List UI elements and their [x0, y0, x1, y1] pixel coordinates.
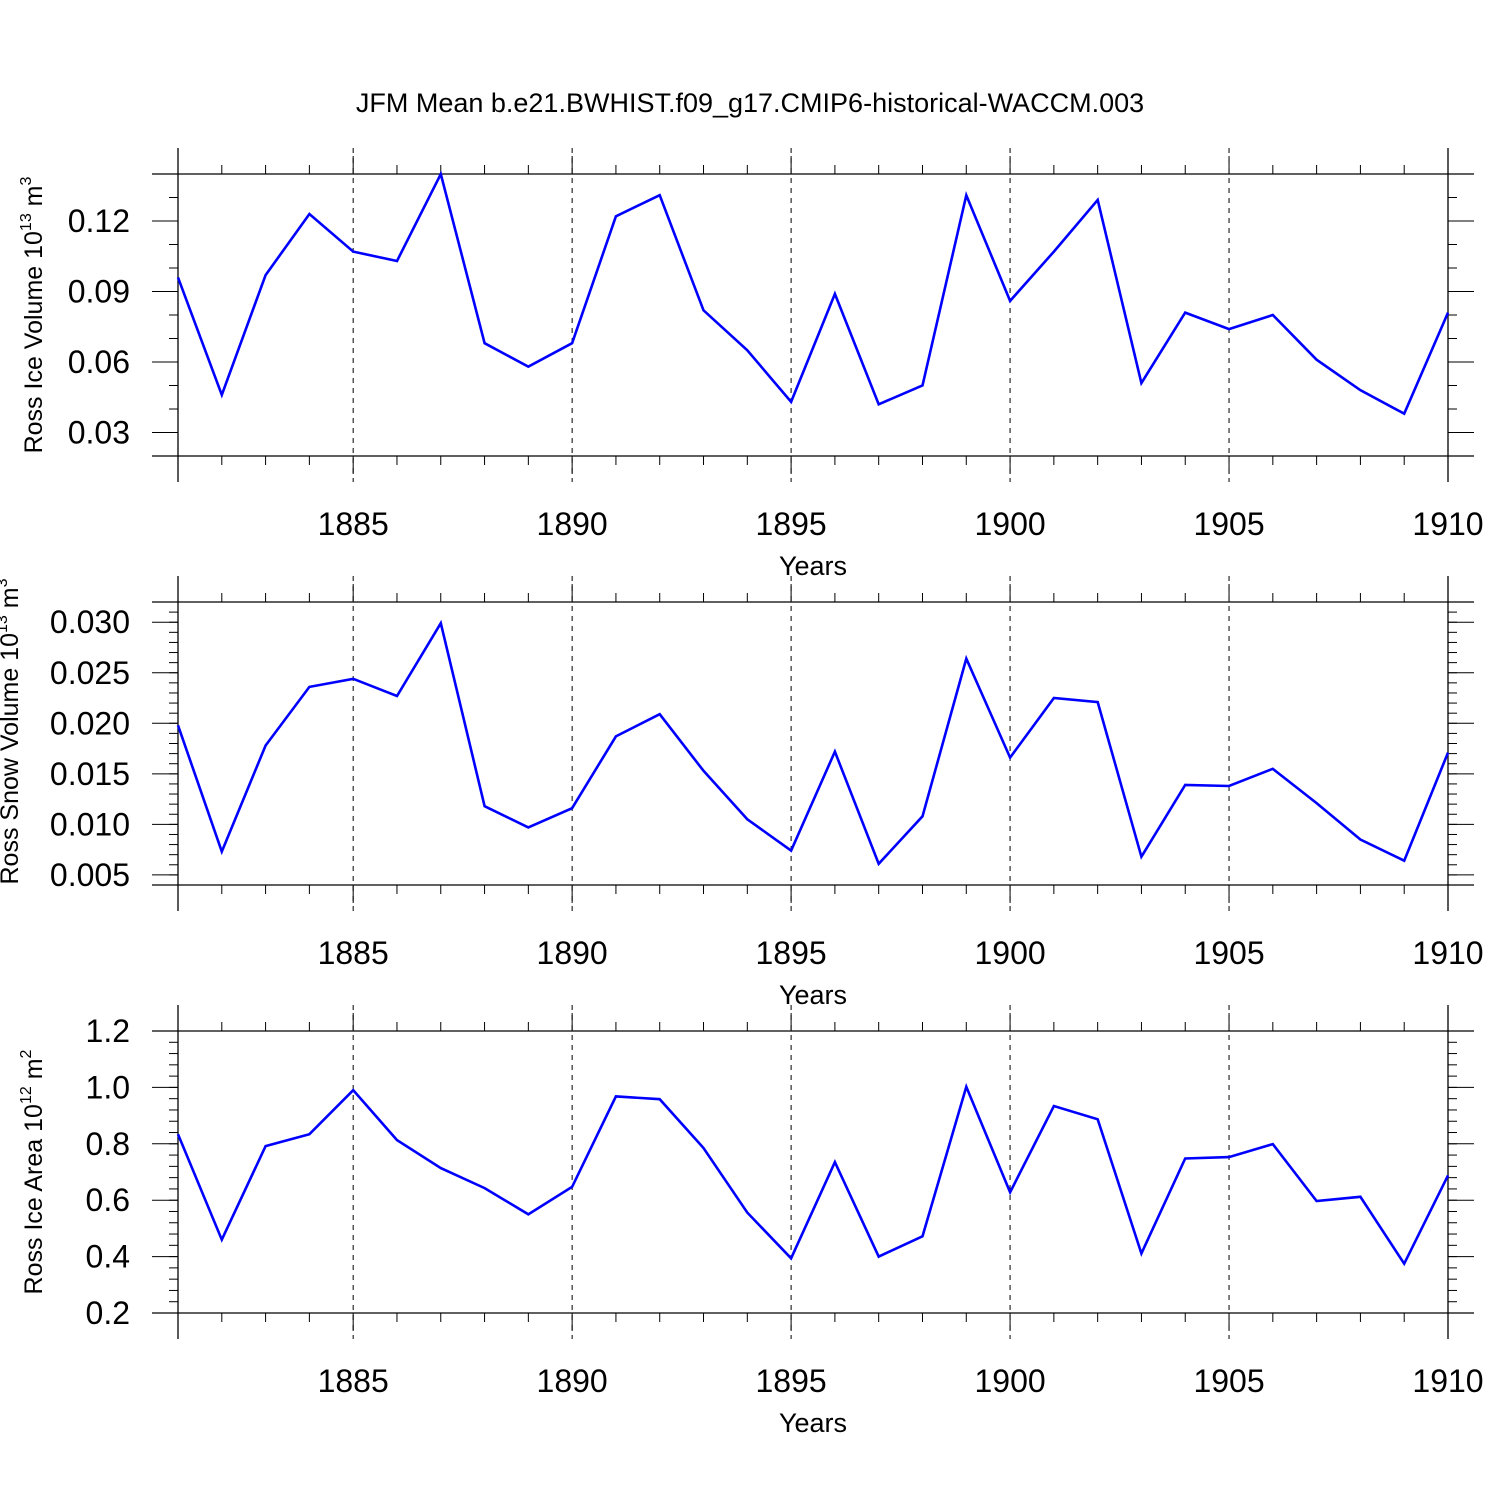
x-tick-label: 1885: [318, 935, 389, 971]
y-axis-label-superscript: 12: [18, 1086, 35, 1104]
y-tick-label: 0.2: [86, 1295, 130, 1331]
y-tick-label: 0.06: [68, 344, 130, 380]
x-tick-label: 1905: [1193, 506, 1264, 542]
y-tick-label: 0.020: [50, 705, 130, 741]
x-tick-label: 1910: [1412, 506, 1483, 542]
y-tick-label: 1.2: [86, 1013, 130, 1049]
x-tick-label: 1895: [756, 935, 827, 971]
y-axis-label: Ross Snow Volume 1013 m3: [0, 578, 24, 884]
x-axis-label: Years: [779, 551, 847, 581]
y-tick-label: 1.0: [86, 1069, 130, 1105]
y-axis-label-superscript: 2: [18, 1049, 35, 1058]
x-tick-label: 1890: [537, 506, 608, 542]
y-axis-label: Ross Ice Area 1012 m2: [18, 1049, 48, 1294]
y-tick-label: 0.4: [86, 1239, 130, 1275]
chart-title: JFM Mean b.e21.BWHIST.f09_g17.CMIP6-hist…: [356, 88, 1144, 118]
y-axis-label-text: Ross Ice Area 10: [20, 1104, 48, 1294]
x-tick-label: 1905: [1193, 935, 1264, 971]
series-line: [178, 1087, 1448, 1264]
x-tick-label: 1910: [1412, 935, 1483, 971]
x-tick-label: 1905: [1193, 1363, 1264, 1399]
y-tick-label: 0.8: [86, 1126, 130, 1162]
y-tick-label: 0.010: [50, 806, 130, 842]
y-tick-label: 0.09: [68, 274, 130, 310]
series-line: [178, 174, 1448, 414]
y-axis-label-text: m: [20, 185, 48, 213]
x-tick-label: 1900: [974, 935, 1045, 971]
y-axis-label: Ross Ice Volume 1013 m3: [18, 176, 48, 453]
y-axis-label-superscript: 13: [18, 213, 35, 231]
x-tick-label: 1910: [1412, 1363, 1483, 1399]
y-tick-label: 0.030: [50, 604, 130, 640]
x-tick-label: 1885: [318, 506, 389, 542]
y-tick-label: 0.005: [50, 857, 130, 893]
y-tick-label: 0.025: [50, 655, 130, 691]
panel-2: 0.005 0.010 0.015 0.020 0.025 0.030 1885 1890 18…: [0, 576, 1484, 1010]
x-tick-label: 1890: [537, 1363, 608, 1399]
y-axis-label-text: m: [0, 587, 24, 615]
y-axis-label-text: Ross Snow Volume 10: [0, 633, 24, 885]
x-tick-label: 1895: [756, 506, 827, 542]
y-tick-label: 0.6: [86, 1182, 130, 1218]
x-tick-label: 1895: [756, 1363, 827, 1399]
y-axis-label-superscript: 3: [0, 578, 11, 587]
x-tick-label: 1885: [318, 1363, 389, 1399]
panel-1: 0.03 0.06 0.09 0.12 1885 1890 1895 1900 1905 1910…: [18, 148, 1484, 581]
y-tick-label: 0.03: [68, 415, 130, 451]
y-axis-label-superscript: 13: [0, 615, 11, 633]
y-axis-label-text: m: [20, 1058, 48, 1086]
y-tick-label: 0.12: [68, 203, 130, 239]
x-tick-label: 1900: [974, 1363, 1045, 1399]
series-line: [178, 623, 1448, 864]
x-axis-label: Years: [779, 980, 847, 1010]
panel-3: 0.2 0.4 0.6 0.8 1.0 1.2 1885 1890 1895 1900 1905 19…: [18, 1005, 1484, 1438]
x-tick-label: 1900: [974, 506, 1045, 542]
y-axis-label-superscript: 3: [18, 176, 35, 185]
x-axis-label: Years: [779, 1408, 847, 1438]
y-axis-label-text: Ross Ice Volume 10: [20, 231, 48, 453]
x-tick-label: 1890: [537, 935, 608, 971]
y-tick-label: 0.015: [50, 756, 130, 792]
